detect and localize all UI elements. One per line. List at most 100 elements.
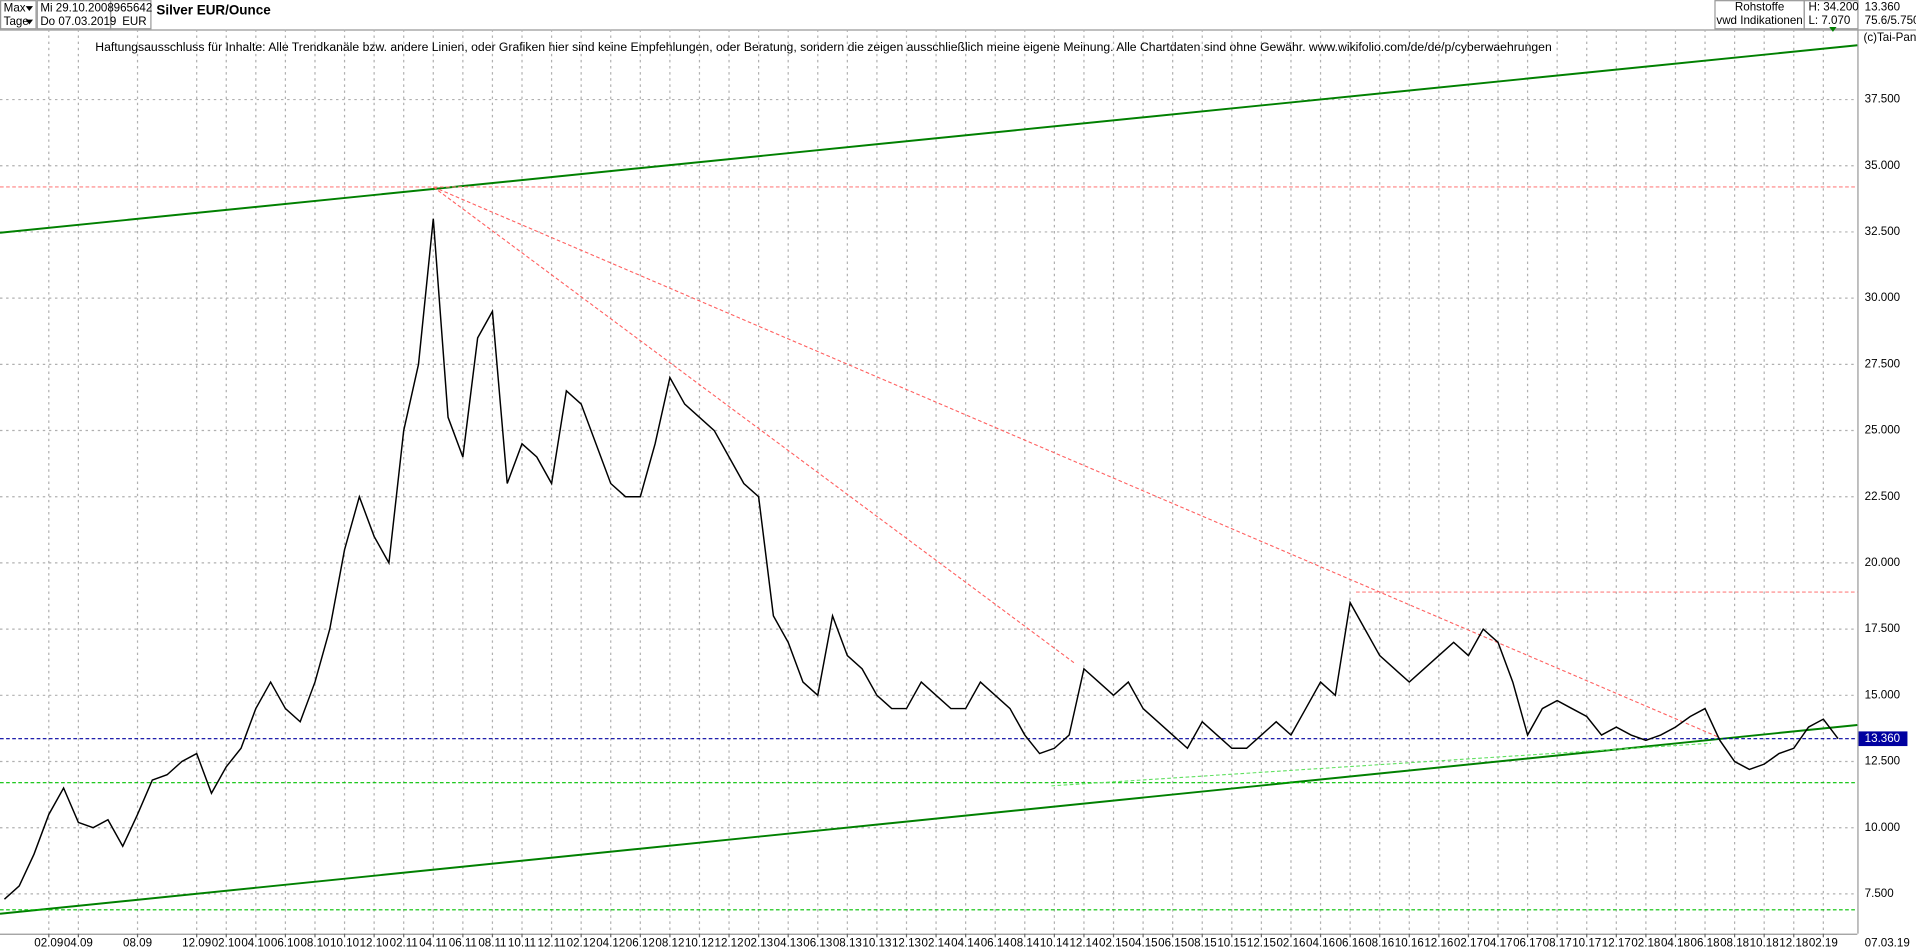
marker-arrow <box>1829 26 1837 32</box>
trend-line <box>433 186 1721 739</box>
x-tick-label: 04.14 <box>951 936 981 949</box>
x-tick-label: 04.15 <box>1129 936 1158 949</box>
x-tick-label: 06.14 <box>981 936 1011 949</box>
y-tick-label: 27.500 <box>1865 357 1900 370</box>
y-tick-label: 7.500 <box>1865 887 1894 900</box>
y-tick-label: 20.000 <box>1865 556 1900 569</box>
x-tick-label: 08.12 <box>655 936 684 949</box>
x-tick-label: 06.10 <box>271 936 300 949</box>
x-tick-label: 10.18 <box>1750 936 1779 949</box>
x-tick-label: 12.11 <box>538 936 566 949</box>
current-price-box <box>1858 731 1908 747</box>
x-tick-label: 04.11 <box>419 936 447 949</box>
x-tick-label: 10.10 <box>330 936 359 949</box>
chart-title: Silver EUR/Ounce <box>156 3 271 18</box>
low: L: 7.070 <box>1808 14 1850 27</box>
header <box>0 0 1916 31</box>
group: Rohstoffe <box>1735 0 1784 13</box>
y-tick-label: 12.500 <box>1865 755 1900 768</box>
y-tick-label: 37.500 <box>1865 93 1900 106</box>
price-line <box>3 218 1839 900</box>
x-tick-label: 12.16 <box>1424 936 1453 949</box>
x-tick-label: 06.13 <box>803 936 832 949</box>
x-tick-label: 04.16 <box>1306 936 1335 949</box>
x-tick-label: 12.09 <box>182 936 211 949</box>
x-tick-label: 04.09 <box>64 936 93 949</box>
period-select[interactable]: Tage <box>4 15 29 28</box>
x-tick-label: 06.18 <box>1691 936 1720 949</box>
dropdown-arrow <box>25 19 33 25</box>
x-tick-label: 04.13 <box>774 936 803 949</box>
x-tick-label: 04.18 <box>1661 936 1690 949</box>
x-tick-label: 08.15 <box>1188 936 1217 949</box>
header-box <box>109 0 152 30</box>
x-tick-label: 02.19 <box>1809 936 1838 949</box>
x-tick-label: 02.12 <box>567 936 596 949</box>
wkn: 965642 <box>114 2 153 15</box>
trend-line <box>432 186 1076 664</box>
labels: 7.500 10.000 12.500 15.000 17.500 20.000 22.50… <box>34 93 1910 950</box>
currency: EUR <box>122 15 146 28</box>
x-tick-label: 10.14 <box>1040 936 1070 949</box>
y-tick-label: 10.000 <box>1865 821 1900 834</box>
x-tick-label: 12.12 <box>715 936 744 949</box>
last-price: 13.360 <box>1865 0 1900 13</box>
x-tick-label: 10.15 <box>1217 936 1246 949</box>
to-date: Do 07.03.2019 <box>40 15 116 28</box>
change: 75.6/5.750 <box>1865 14 1916 27</box>
x-tick-label: 12.14 <box>1069 936 1099 949</box>
x-tick-label: 08.10 <box>300 936 329 949</box>
x-tick-label: 06.12 <box>626 936 655 949</box>
y-tick-label: 15.000 <box>1865 688 1900 701</box>
x-tick-label: 10.16 <box>1395 936 1424 949</box>
x-tick-label: 02.16 <box>1276 936 1305 949</box>
x-tick-label: 08.17 <box>1543 936 1572 949</box>
y-tick-label: 35.000 <box>1865 159 1900 172</box>
trend-channel <box>0 44 1858 234</box>
x-tick-label: 04.17 <box>1483 936 1512 949</box>
end-date-label: 07.03.19 <box>1865 936 1910 949</box>
x-tick-label: 02.14 <box>922 936 952 949</box>
x-tick-label: 12.10 <box>360 936 389 949</box>
x-tick-label: 02.18 <box>1631 936 1660 949</box>
header-box <box>0 0 37 30</box>
x-tick-label: 06.17 <box>1513 936 1542 949</box>
high: H: 34.200 <box>1808 0 1858 13</box>
series <box>3 218 1839 900</box>
y-tick-label: 25.000 <box>1865 424 1900 437</box>
x-tick-label: 02.11 <box>390 936 418 949</box>
x-tick-label: 08.11 <box>478 936 506 949</box>
x-tick-label: 08.09 <box>123 936 152 949</box>
x-tick-label: 06.15 <box>1158 936 1187 949</box>
x-tick-label: 12.13 <box>892 936 921 949</box>
x-tick-label: 10.12 <box>685 936 714 949</box>
trend-line <box>1051 742 1711 787</box>
x-tick-label: 02.15 <box>1099 936 1128 949</box>
dropdown-arrow <box>25 6 33 12</box>
range-select[interactable]: Max <box>4 2 26 15</box>
source: vwd Indikationen <box>1716 14 1802 27</box>
y-tick-label: 17.500 <box>1865 622 1900 635</box>
x-tick-label: 10.17 <box>1572 936 1601 949</box>
x-tick-label: 10.13 <box>862 936 891 949</box>
x-tick-label: 12.18 <box>1779 936 1808 949</box>
current-price-label: 13.360 <box>1865 732 1900 745</box>
disclaimer: Haftungsausschluss für Inhalte: Alle Tre… <box>95 40 1551 54</box>
x-tick-label: 06.16 <box>1336 936 1365 949</box>
from-date: Mi 29.10.2008 <box>40 2 113 15</box>
trend-channel <box>0 723 1858 915</box>
x-tick-label: 08.16 <box>1365 936 1394 949</box>
x-tick-label: 08.14 <box>1010 936 1040 949</box>
y-tick-label: 22.500 <box>1865 490 1900 503</box>
x-tick-label: 04.12 <box>596 936 625 949</box>
x-tick-label: 10.11 <box>508 936 536 949</box>
trend-lines <box>0 44 1858 915</box>
y-tick-label: 30.000 <box>1865 291 1900 304</box>
y-tick-label: 32.500 <box>1865 225 1900 238</box>
x-tick-label: 08.13 <box>833 936 862 949</box>
x-tick-label: 08.18 <box>1720 936 1749 949</box>
copyright: (c)Tai-Pan <box>1863 31 1916 44</box>
x-tick-label: 02.09 <box>34 936 63 949</box>
